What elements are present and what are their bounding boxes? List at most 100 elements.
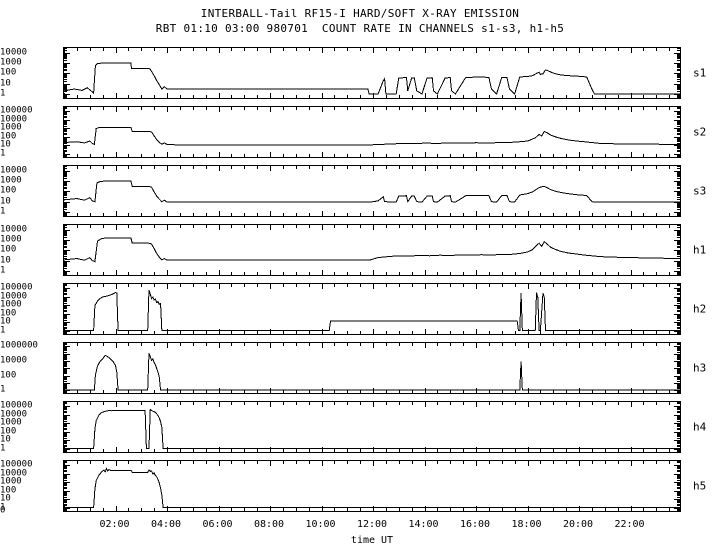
ytick-label-h5-0: 100000	[0, 459, 33, 470]
ytick-label-s2-2: 1000	[0, 122, 22, 133]
ytick-label-h4-4: 10	[0, 434, 11, 445]
ytick-label-s1-3: 10	[0, 78, 11, 89]
ytick-label-h4-0: 100000	[0, 400, 33, 411]
ytick-label-h4-3: 100	[0, 426, 17, 437]
ytick-label-s1-1: 1000	[0, 57, 22, 68]
xtick-label-9: 20:00	[562, 519, 594, 530]
ytick-label-h5-6: 0	[0, 505, 6, 516]
data-trace-h4	[64, 408, 680, 450]
ytick-label-h4-2: 1000	[0, 417, 22, 428]
data-trace-s2	[64, 126, 680, 146]
ytick-label-h2-3: 100	[0, 308, 17, 319]
ytick-label-h2-1: 10000	[0, 291, 28, 302]
plot-area-h5	[64, 461, 680, 511]
tick-marks-h2	[64, 284, 680, 334]
xtick-label-8: 18:00	[511, 519, 542, 530]
figure-title: INTERBALL-Tail RF15-I HARD/SOFT X-RAY EM…	[200, 7, 520, 20]
channel-label-h1: h1	[693, 243, 707, 257]
figure-subtitle: RBT 01:10 03:00 980701 COUNT RATE IN CHA…	[155, 22, 565, 35]
panel-h2	[63, 283, 681, 335]
ytick-label-s2-3: 100	[0, 131, 17, 142]
ytick-label-h1-3: 10	[0, 255, 11, 266]
ytick-label-h2-0: 100000	[0, 282, 33, 293]
plot-area-h2	[64, 284, 680, 334]
channel-label-h4: h4	[693, 420, 707, 434]
ytick-label-s3-3: 10	[0, 196, 11, 207]
ytick-label-h3-3: 1	[0, 384, 6, 395]
plot-area-s2	[64, 107, 680, 157]
plot-area-h4	[64, 402, 680, 452]
ytick-label-s2-5: 1	[0, 148, 6, 159]
data-trace-h2	[64, 289, 680, 332]
ytick-label-h5-3: 100	[0, 485, 17, 496]
ytick-label-h1-0: 10000	[0, 224, 28, 235]
x-axis-title: time UT	[350, 535, 394, 546]
ytick-label-h1-1: 1000	[0, 234, 22, 245]
ytick-label-s3-0: 10000	[0, 165, 28, 176]
ytick-label-h4-5: 1	[0, 443, 6, 454]
xtick-label-1: 04:00	[150, 519, 182, 530]
ytick-label-s1-0: 10000	[0, 47, 28, 58]
xtick-label-2: 06:00	[202, 519, 233, 530]
tick-marks-h3	[64, 343, 680, 393]
ytick-label-s3-1: 1000	[0, 175, 22, 186]
ytick-label-s2-0: 100000	[0, 105, 33, 116]
ytick-label-s1-2: 100	[0, 67, 17, 78]
panel-s2	[63, 106, 681, 158]
tick-marks-s1	[64, 48, 680, 98]
figure-title-block: INTERBALL-Tail RF15-I HARD/SOFT X-RAY EM…	[0, 6, 720, 36]
ytick-label-h4-1: 10000	[0, 409, 28, 420]
ytick-label-s1-4: 1	[0, 88, 6, 99]
ytick-label-h2-5: 1	[0, 325, 6, 336]
data-trace-h3	[64, 352, 680, 391]
plot-area-s3	[64, 166, 680, 216]
tick-marks-h1	[64, 225, 680, 275]
tick-marks-h4	[64, 402, 680, 452]
ytick-label-h3-2: 100	[0, 370, 17, 381]
plot-area-h3	[64, 343, 680, 393]
ytick-label-h5-1: 10000	[0, 468, 28, 479]
ytick-label-h2-4: 10	[0, 316, 11, 327]
data-trace-h1	[64, 237, 680, 263]
xtick-label-10: 22:00	[614, 519, 645, 530]
plot-area-h1	[64, 225, 680, 275]
xtick-label-3: 08:00	[253, 519, 285, 530]
ytick-label-s2-4: 10	[0, 139, 11, 150]
data-trace-h5	[64, 467, 680, 509]
xtick-label-7: 16:00	[459, 519, 491, 530]
channel-label-h2: h2	[693, 302, 707, 316]
ytick-label-h2-2: 1000	[0, 299, 22, 310]
panel-h4	[63, 401, 681, 453]
channel-label-h5: h5	[693, 479, 707, 493]
channel-label-s1: s1	[693, 66, 707, 80]
xtick-label-4: 10:00	[305, 519, 336, 530]
panel-h1	[63, 224, 681, 276]
channel-label-h3: h3	[693, 361, 707, 375]
panel-h3	[63, 342, 681, 394]
ytick-label-h3-0: 1000000	[0, 340, 38, 351]
panel-h5	[63, 460, 681, 512]
channel-label-s3: s3	[693, 184, 707, 198]
ytick-label-s3-4: 1	[0, 206, 6, 217]
ytick-label-h1-2: 100	[0, 244, 17, 255]
channel-label-s2: s2	[693, 125, 707, 139]
ytick-label-h5-2: 1000	[0, 476, 22, 487]
tick-marks-h5	[64, 461, 680, 511]
plot-area-s1	[64, 48, 680, 98]
ytick-label-s2-1: 10000	[0, 114, 28, 125]
ytick-label-s3-2: 100	[0, 185, 17, 196]
data-trace-s1	[64, 62, 680, 95]
tick-marks-s3	[64, 166, 680, 216]
panel-s1	[63, 47, 681, 99]
tick-marks-s2	[64, 107, 680, 157]
panel-s3	[63, 165, 681, 217]
ytick-label-h5-5: 1	[0, 502, 6, 513]
ytick-label-h5-4: 10	[0, 493, 11, 504]
xtick-label-0: 02:00	[99, 519, 130, 530]
ytick-label-h1-4: 1	[0, 265, 6, 276]
xtick-label-6: 14:00	[408, 519, 439, 530]
xtick-label-5: 12:00	[356, 519, 388, 530]
ytick-label-h3-1: 10000	[0, 355, 28, 366]
data-trace-s3	[64, 180, 680, 203]
